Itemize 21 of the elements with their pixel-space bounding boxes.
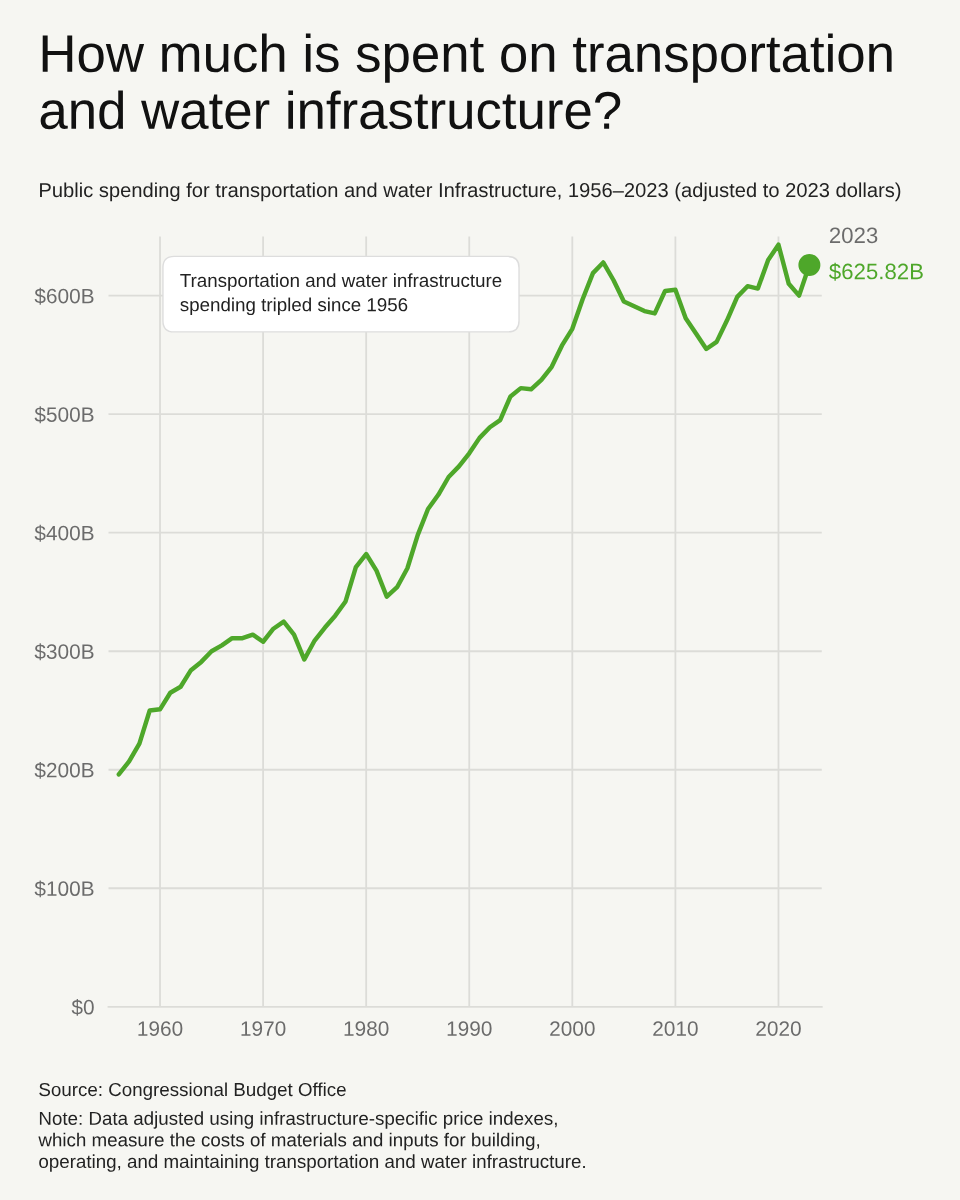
x-tick-label: 2020 <box>756 1021 801 1036</box>
source-note: Source: Congressional Budget Office <box>39 1082 346 1100</box>
y-tick-label: $400B <box>34 524 94 542</box>
text: Note: Data adjusted using infrastructure-specific price indexes, which measure the costs of materials and inputs for building, operating, and maintaining transportation and water infrastructure. <box>38 1111 585 1172</box>
annotation: $625.82B <box>829 262 923 281</box>
annotation: Transportation and water infrastructure spending tripled since 1956 <box>180 273 502 316</box>
x-tick-label: 2010 <box>653 1021 698 1036</box>
x-tick-label: 1970 <box>241 1021 286 1036</box>
y-tick-label: $200B <box>34 761 94 779</box>
chart-subtitle: Public spending for transportation and water Infrastructure, 1956–2023 (adjusted to 2023 dollars) <box>40 182 901 202</box>
x-tick-label: 1990 <box>447 1021 492 1036</box>
x-tick-label: 1980 <box>344 1021 389 1036</box>
x-tick-label: 1960 <box>138 1021 183 1036</box>
y-tick-label: $500B <box>34 406 94 424</box>
y-tick-label: $100B <box>34 880 94 898</box>
annotation: 2023 <box>829 227 878 244</box>
y-tick-label: $0 <box>71 998 94 1016</box>
y-tick-label: $600B <box>34 287 94 305</box>
y-tick-label: $300B <box>34 643 94 661</box>
chart-title: How much is spent on transportation and water infrastructure? <box>40 33 892 130</box>
x-tick-label: 2000 <box>550 1021 595 1036</box>
